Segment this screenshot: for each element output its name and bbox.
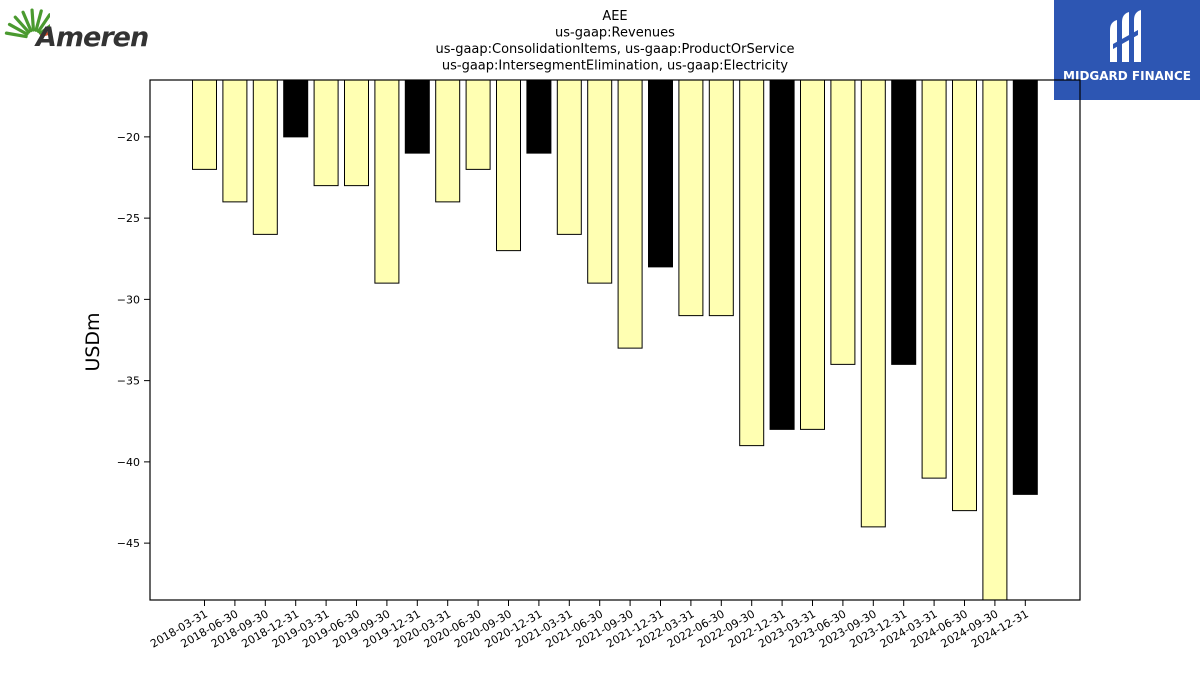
midgard-finance-logo: MIDGARD FINANCE xyxy=(1054,0,1200,100)
y-tick-label: −25 xyxy=(117,212,140,225)
bar-2023-09-30 xyxy=(860,80,886,528)
chart-title-line: us-gaap:IntersegmentElimination, us-gaap… xyxy=(442,59,789,74)
bar-2022-12-31 xyxy=(769,80,795,430)
bar-2018-03-31 xyxy=(192,80,217,170)
ameren-sunburst-icon xyxy=(4,8,50,39)
bar-2019-12-31 xyxy=(404,80,430,154)
bar-2021-06-30 xyxy=(587,80,613,284)
plot-frame xyxy=(149,79,1081,601)
bar-2024-06-30 xyxy=(952,80,977,512)
chart-title-line: us-gaap:Revenues xyxy=(555,26,675,41)
bar-2018-06-30 xyxy=(222,80,248,203)
y-tick-label: −30 xyxy=(117,293,140,306)
bar-2019-03-31 xyxy=(313,80,339,187)
bar-2023-03-31 xyxy=(800,80,825,430)
bar-2021-09-30 xyxy=(617,80,643,349)
ameren-logo: Ameren xyxy=(4,4,149,58)
bar-2024-12-31 xyxy=(1012,80,1038,495)
y-axis-label: USDm xyxy=(82,312,104,371)
chart-title-line: us-gaap:ConsolidationItems, us-gaap:Prod… xyxy=(436,42,795,57)
y-tick-label: −20 xyxy=(117,131,140,144)
bar-2018-12-31 xyxy=(283,80,309,138)
bar-2021-12-31 xyxy=(648,80,673,268)
bar-2018-09-30 xyxy=(252,80,278,235)
ameren-logo-wordmark: Ameren xyxy=(36,22,149,53)
bar-2022-03-31 xyxy=(678,80,704,317)
midgard-mark-icon xyxy=(1110,10,1141,62)
bar-2022-06-30 xyxy=(708,80,734,317)
bar-2020-12-31 xyxy=(526,80,552,154)
bar-2020-03-31 xyxy=(435,80,461,203)
y-tick-label: −35 xyxy=(117,375,140,388)
bar-2023-06-30 xyxy=(830,80,856,365)
chart-title-line: AEE xyxy=(602,9,627,24)
bar-2020-09-30 xyxy=(496,80,521,252)
bar-series xyxy=(192,80,1038,600)
chart-title: AEE us-gaap:Revenuesus-gaap:Consolidation… xyxy=(436,9,795,74)
bar-2020-06-30 xyxy=(465,80,491,170)
y-tick-label: −45 xyxy=(117,537,140,550)
bar-2023-12-31 xyxy=(891,80,917,365)
y-tick-label: −40 xyxy=(117,456,140,469)
y-axis: −20 −25 −30 −35 −40 −45 xyxy=(117,131,150,550)
bar-2024-03-31 xyxy=(921,80,947,479)
bar-2021-03-31 xyxy=(556,80,582,235)
bar-2019-06-30 xyxy=(344,80,369,187)
bar-2022-09-30 xyxy=(739,80,765,447)
bar-2019-09-30 xyxy=(374,80,400,284)
x-axis: 2018-03-312018-06-302018-09-302018-12-31… xyxy=(148,600,1031,651)
midgard-logo-wordmark: MIDGARD FINANCE xyxy=(1063,69,1191,83)
bar-2024-09-30 xyxy=(982,80,1008,600)
